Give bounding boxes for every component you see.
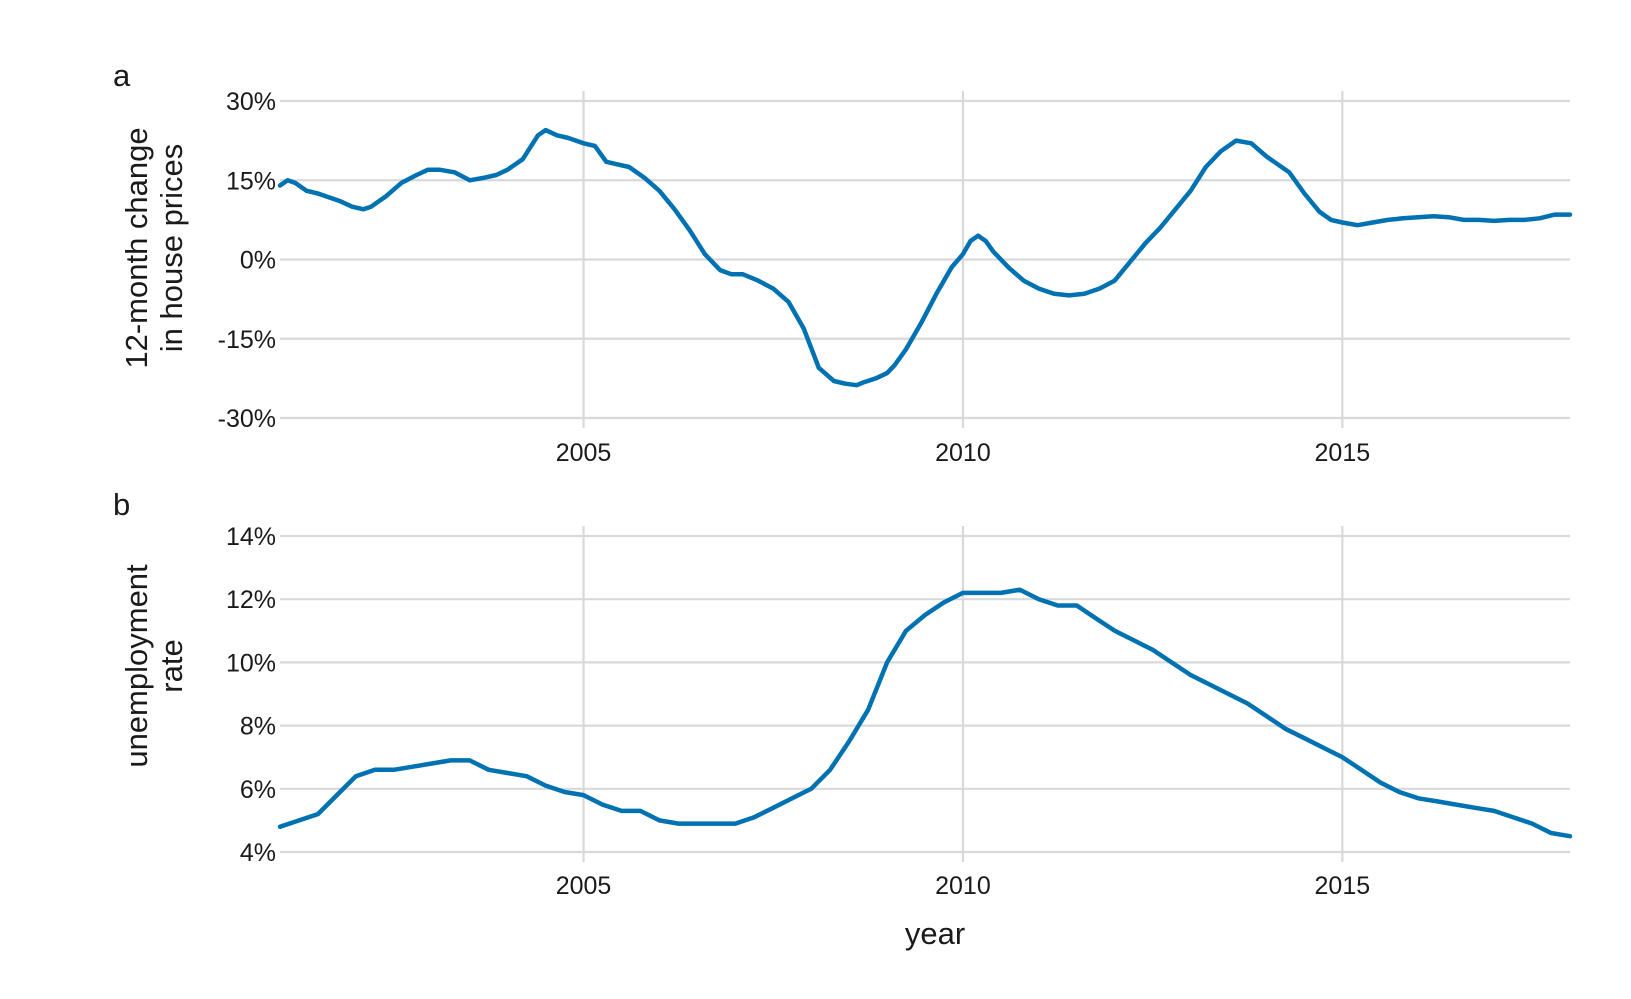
panel-a-y-tick-label: -15%	[218, 326, 276, 354]
panel-a-x-tick-label: 2015	[1315, 439, 1371, 467]
panel-b-series	[277, 587, 1573, 839]
panel-a-y-tick-labels: -30% -15% 0% 15% 30%	[218, 88, 276, 433]
panel-a-y-tick-label: 15%	[226, 167, 276, 195]
panel-b-tag: b	[113, 487, 130, 522]
panel-a-x-tick-label: 2010	[935, 439, 991, 467]
panel-a-grid	[280, 91, 1570, 428]
panel-b-y-tick-label: 12%	[226, 586, 276, 614]
panel-b-x-tick-label: 2005	[556, 872, 612, 900]
panel-a-y-axis-label-line2: in house prices	[154, 144, 189, 353]
panel-b-x-tick-label: 2010	[935, 872, 991, 900]
panel-b-y-tick-labels: 4% 6% 8% 10% 12% 14%	[226, 523, 276, 867]
panel-b-y-axis-label-line2: rate	[154, 639, 189, 692]
panel-a-series	[277, 127, 1573, 388]
panel-a-x-tick-labels: 2005 2010 2015	[556, 439, 1370, 467]
panel-a-x-tick-label: 2005	[556, 439, 612, 467]
panel-b-series-line	[277, 587, 1573, 839]
panel-a-house-prices: a -30% -15% 0% 15% 30% 2005 2010 2015 12-month…	[113, 58, 1573, 467]
panel-b-y-tick-label: 14%	[226, 523, 276, 551]
panel-b-grid	[280, 526, 1570, 862]
panel-a-series-line	[277, 127, 1573, 388]
panel-b-y-tick-label: 10%	[226, 649, 276, 677]
panel-a-y-tick-label: -30%	[218, 405, 276, 433]
panel-b-y-tick-label: 6%	[240, 776, 276, 804]
panel-b-y-tick-label: 8%	[240, 713, 276, 741]
x-axis-label: year	[905, 916, 965, 951]
panel-b-x-tick-label: 2015	[1315, 872, 1371, 900]
panel-a-y-axis-label-line1: 12-month change	[119, 127, 154, 368]
panel-b-unemployment: b 4% 6% 8% 10% 12% 14% 2005 2010 2015 unemploym…	[113, 487, 1573, 900]
panel-b-y-tick-label: 4%	[240, 839, 276, 867]
panel-a-y-tick-label: 0%	[240, 247, 276, 275]
panel-a-tag: a	[113, 58, 131, 93]
panel-b-x-tick-labels: 2005 2010 2015	[556, 872, 1370, 900]
panel-a-y-tick-label: 30%	[226, 88, 276, 116]
panel-b-y-axis-label-line1: unemployment	[119, 564, 154, 768]
